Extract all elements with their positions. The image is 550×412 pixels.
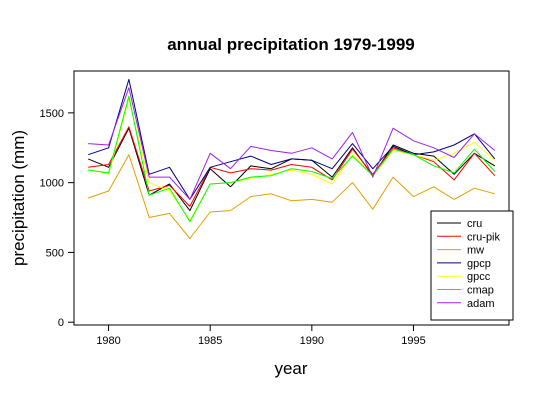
series-line-cru-pik <box>88 126 496 207</box>
chart-title: annual precipitation 1979-1999 <box>167 35 415 54</box>
legend-box <box>430 210 514 321</box>
legend-label: gpcc <box>467 271 491 283</box>
legend-label: cru-pik <box>467 231 501 243</box>
y-axis: 0 500 1000 1500 <box>40 108 75 329</box>
y-tick-label: 0 <box>58 317 64 329</box>
y-tick-label: 500 <box>46 247 64 259</box>
legend-label: mw <box>467 245 484 257</box>
legend-label: cru <box>467 218 482 230</box>
x-tick-label: 1980 <box>96 335 120 347</box>
legend-label: gpcp <box>467 258 491 270</box>
series-line-adam <box>88 87 496 200</box>
x-tick-label: 1995 <box>401 335 425 347</box>
y-axis-label: precipitation (mm) <box>9 130 28 266</box>
y-tick-label: 1000 <box>40 178 64 190</box>
x-tick-label: 1990 <box>300 335 324 347</box>
series-line-cru <box>88 127 496 212</box>
x-tick-label: 1985 <box>198 335 222 347</box>
legend-label: adam <box>467 298 495 310</box>
y-tick-label: 1500 <box>40 108 64 120</box>
x-axis-label: year <box>274 359 307 378</box>
series-line-gpcp <box>88 78 496 200</box>
series-line-gpcc <box>88 98 496 221</box>
series-line-cmap <box>88 95 496 223</box>
legend-label: cmap <box>467 285 494 297</box>
series-lines <box>88 78 496 239</box>
x-axis: 1980 1985 1990 1995 <box>96 324 426 347</box>
series-line-mw <box>88 154 495 239</box>
